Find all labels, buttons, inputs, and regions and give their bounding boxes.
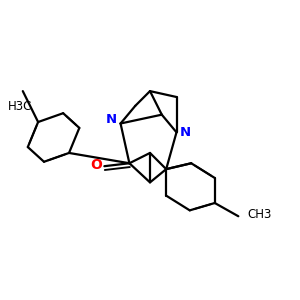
- Text: N: N: [106, 112, 117, 126]
- Text: CH3: CH3: [247, 208, 272, 221]
- Text: H3C: H3C: [8, 100, 32, 113]
- Text: O: O: [90, 158, 102, 172]
- Text: N: N: [180, 126, 191, 139]
